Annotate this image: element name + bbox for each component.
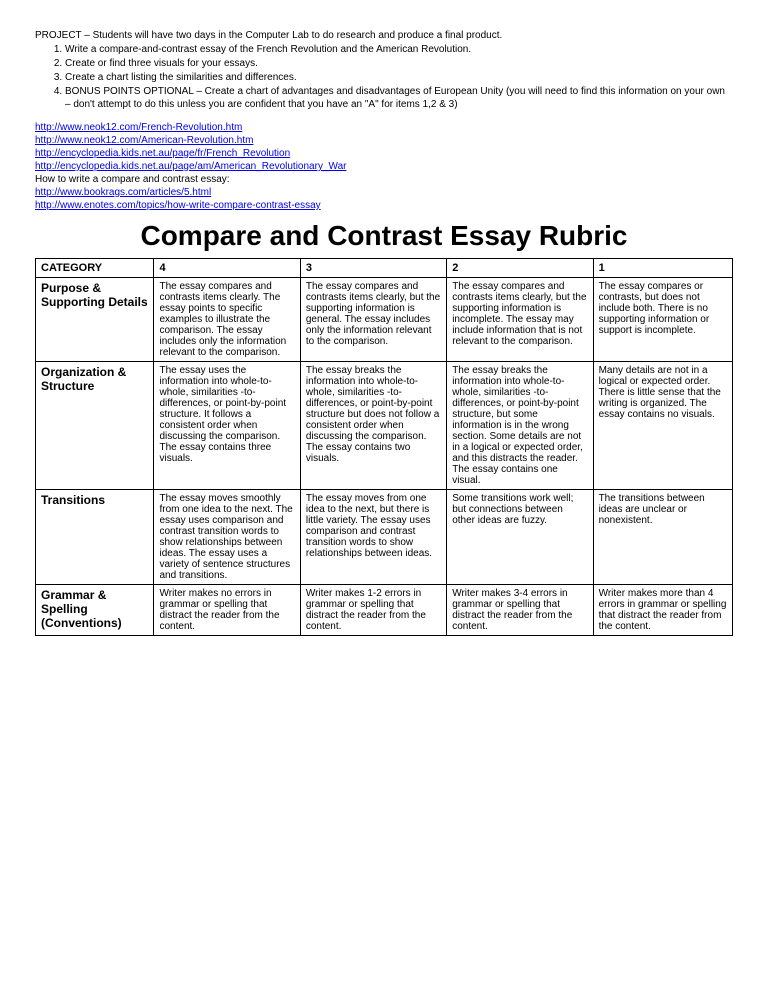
score-cell: The essay compares and contrasts items c… — [300, 278, 446, 362]
project-item: Create or find three visuals for your es… — [65, 57, 733, 70]
table-row: Organization & Structure The essay uses … — [36, 362, 733, 490]
score-cell: The essay moves smoothly from one idea t… — [154, 490, 300, 585]
score-cell: The essay breaks the information into wh… — [447, 362, 593, 490]
rubric-title: Compare and Contrast Essay Rubric — [35, 220, 733, 252]
score-cell: The essay moves from one idea to the nex… — [300, 490, 446, 585]
project-item: Create a chart listing the similarities … — [65, 71, 733, 84]
col-header-4: 4 — [154, 259, 300, 278]
category-cell: Purpose & Supporting Details — [36, 278, 154, 362]
links-section: http://www.neok12.com/French-Revolution.… — [35, 121, 733, 212]
col-header-3: 3 — [300, 259, 446, 278]
score-cell: Many details are not in a logical or exp… — [593, 362, 732, 490]
score-cell: Some transitions work well; but connecti… — [447, 490, 593, 585]
resource-link[interactable]: http://www.neok12.com/French-Revolution.… — [35, 121, 733, 134]
table-row: Grammar & Spelling (Conventions) Writer … — [36, 585, 733, 636]
table-row: Transitions The essay moves smoothly fro… — [36, 490, 733, 585]
score-cell: The transitions between ideas are unclea… — [593, 490, 732, 585]
col-header-1: 1 — [593, 259, 732, 278]
category-cell: Organization & Structure — [36, 362, 154, 490]
col-header-category: CATEGORY — [36, 259, 154, 278]
score-cell: Writer makes no errors in grammar or spe… — [154, 585, 300, 636]
project-header: PROJECT – Students will have two days in… — [35, 30, 733, 41]
category-cell: Transitions — [36, 490, 154, 585]
resource-link[interactable]: http://encyclopedia.kids.net.au/page/am/… — [35, 160, 733, 173]
score-cell: The essay uses the information into whol… — [154, 362, 300, 490]
score-cell: Writer makes 3-4 errors in grammar or sp… — [447, 585, 593, 636]
project-list: Write a compare-and-contrast essay of th… — [35, 43, 733, 111]
score-cell: Writer makes more than 4 errors in gramm… — [593, 585, 732, 636]
resource-link[interactable]: http://www.bookrags.com/articles/5.html — [35, 186, 733, 199]
score-cell: The essay breaks the information into wh… — [300, 362, 446, 490]
table-row: Purpose & Supporting Details The essay c… — [36, 278, 733, 362]
score-cell: The essay compares and contrasts items c… — [447, 278, 593, 362]
table-header-row: CATEGORY 4 3 2 1 — [36, 259, 733, 278]
score-cell: The essay compares and contrasts items c… — [154, 278, 300, 362]
col-header-2: 2 — [447, 259, 593, 278]
resource-link[interactable]: http://www.enotes.com/topics/how-write-c… — [35, 199, 733, 212]
project-item: Write a compare-and-contrast essay of th… — [65, 43, 733, 56]
score-cell: Writer makes 1-2 errors in grammar or sp… — [300, 585, 446, 636]
score-cell: The essay compares or contrasts, but doe… — [593, 278, 732, 362]
project-item: BONUS POINTS OPTIONAL – Create a chart o… — [65, 85, 733, 111]
rubric-table: CATEGORY 4 3 2 1 Purpose & Supporting De… — [35, 258, 733, 636]
link-intro: How to write a compare and contrast essa… — [35, 173, 733, 186]
category-cell: Grammar & Spelling (Conventions) — [36, 585, 154, 636]
resource-link[interactable]: http://encyclopedia.kids.net.au/page/fr/… — [35, 147, 733, 160]
resource-link[interactable]: http://www.neok12.com/American-Revolutio… — [35, 134, 733, 147]
